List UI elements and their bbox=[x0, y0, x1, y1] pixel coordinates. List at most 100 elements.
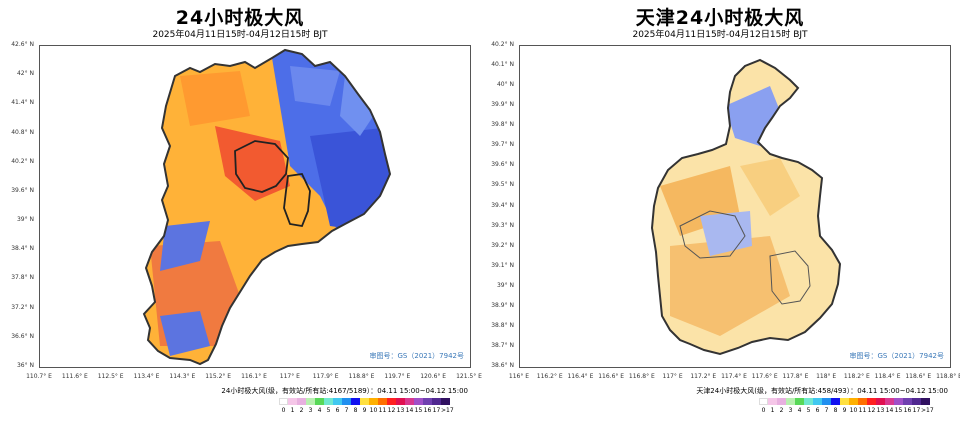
map-title: 天津24小时极大风 bbox=[635, 7, 805, 29]
legend-swatch bbox=[858, 398, 867, 405]
legend-swatch bbox=[786, 398, 795, 405]
longitude-label: 118.8° E bbox=[348, 373, 375, 380]
latitude-label: 40° N bbox=[496, 81, 514, 89]
latitude-label: 36° N bbox=[16, 362, 34, 369]
legend-label: 14 bbox=[405, 407, 414, 414]
legend-label: 9 bbox=[362, 407, 367, 414]
legend-swatch bbox=[921, 398, 930, 405]
panel-tianjin: 天津24小时极大风 2025年04月11日15时-04月12日15时 BJT 4… bbox=[480, 0, 960, 441]
legend-swatch bbox=[351, 398, 360, 405]
legend-swatch bbox=[912, 398, 921, 405]
longitude-label: 110.7° E bbox=[26, 373, 52, 380]
legend-swatch bbox=[813, 398, 822, 405]
legend-swatch bbox=[333, 398, 342, 405]
latitude-label: 39.2° N bbox=[491, 241, 514, 249]
tianjin-boundary bbox=[283, 173, 311, 228]
legend-swatch bbox=[441, 398, 450, 405]
hebei-region-boundary bbox=[142, 48, 392, 366]
latitude-label: 39.7° N bbox=[491, 141, 514, 149]
latitude-label: 40.8° N bbox=[11, 128, 34, 136]
latitude-label: 37.2° N bbox=[11, 303, 34, 311]
color-legend bbox=[279, 398, 450, 405]
legend-swatch bbox=[378, 398, 387, 405]
legend-swatch bbox=[867, 398, 876, 405]
legend-swatch bbox=[369, 398, 378, 405]
legend-label: 16 bbox=[423, 407, 432, 414]
map-frame: 审图号：GS（2021）7942号 bbox=[519, 45, 951, 368]
legend-label: 14 bbox=[885, 407, 894, 414]
legend-swatch bbox=[423, 398, 432, 405]
latitude-label: 40.2° N bbox=[11, 157, 34, 165]
legend-label: 12 bbox=[867, 407, 876, 414]
legend-swatch bbox=[822, 398, 831, 405]
legend-label: 12 bbox=[387, 407, 396, 414]
tianjin-region-boundary bbox=[650, 58, 842, 356]
legend-swatch bbox=[297, 398, 306, 405]
latitude-label: 39.3° N bbox=[491, 221, 514, 229]
legend-label: 1 bbox=[290, 407, 295, 414]
latitude-label: 39° N bbox=[16, 216, 34, 224]
map-canvas bbox=[142, 48, 392, 366]
latitude-label: 39.8° N bbox=[491, 121, 514, 129]
legend-swatch bbox=[849, 398, 858, 405]
approval-number: 审图号：GS（2021）7942号 bbox=[369, 352, 465, 360]
latitude-label: 39° N bbox=[496, 281, 514, 289]
latitude-label: 38.8° N bbox=[491, 321, 514, 329]
legend-swatch bbox=[306, 398, 315, 405]
legend-swatch bbox=[777, 398, 786, 405]
legend-swatch bbox=[279, 398, 288, 405]
latitude-label: 42.6° N bbox=[11, 41, 34, 48]
legend-label: 7 bbox=[824, 407, 829, 414]
latitude-label: 39.6° N bbox=[491, 161, 514, 169]
longitude-label: 116.2° E bbox=[536, 373, 563, 380]
color-legend-labels: 0 1 2 3 4 5 6 7 8 9 10 11 12 13 14 15 16 17 >17 bbox=[759, 407, 934, 414]
legend-label: 8 bbox=[833, 407, 838, 414]
urban-district-boundary bbox=[679, 210, 746, 259]
longitude-label: 121.5° E bbox=[456, 373, 482, 380]
longitude-label: 113.4° E bbox=[133, 373, 160, 380]
legend-label: 3 bbox=[308, 407, 313, 414]
latitude-label: 37.8° N bbox=[11, 274, 34, 282]
latitude-label: 38.7° N bbox=[491, 341, 514, 349]
longitude-label: 120.6° E bbox=[420, 373, 447, 380]
legend-label: 11 bbox=[858, 407, 867, 414]
longitude-label: 117.2° E bbox=[690, 373, 717, 380]
legend-swatch bbox=[288, 398, 297, 405]
legend-swatch bbox=[360, 398, 369, 405]
latitude-label: 42° N bbox=[16, 70, 34, 78]
legend-label: 11 bbox=[378, 407, 387, 414]
latitude-label: 38.9° N bbox=[491, 301, 514, 309]
legend-label: >17 bbox=[441, 407, 454, 414]
legend-swatch bbox=[759, 398, 768, 405]
longitude-label: 118.4° E bbox=[874, 373, 901, 380]
latitude-label: 40.2° N bbox=[491, 41, 514, 48]
legend-label: 0 bbox=[761, 407, 766, 414]
legend-label: 15 bbox=[414, 407, 423, 414]
longitude-label: 116.1° E bbox=[241, 373, 267, 380]
legend-label: 2 bbox=[779, 407, 784, 414]
longitude-label: 111.6° E bbox=[61, 373, 88, 380]
latitude-label: 39.1° N bbox=[491, 261, 514, 269]
legend-swatch bbox=[795, 398, 804, 405]
legend-label: 1 bbox=[770, 407, 775, 414]
legend-swatch bbox=[432, 398, 441, 405]
legend-swatch bbox=[876, 398, 885, 405]
legend-swatch bbox=[804, 398, 813, 405]
longitude-label: 115.2° E bbox=[205, 373, 232, 380]
map-canvas bbox=[650, 58, 842, 356]
longitude-label: 117° E bbox=[279, 373, 300, 380]
legend-title: 天津24小时极大风(级，有效站/所有站:458/493）：04.11 15:00… bbox=[696, 387, 948, 395]
approval-number: 审图号：GS（2021）7942号 bbox=[849, 352, 945, 360]
legend-label: 10 bbox=[849, 407, 858, 414]
latitude-label: 39.4° N bbox=[491, 201, 514, 209]
legend-label: 6 bbox=[815, 407, 820, 414]
color-legend bbox=[759, 398, 930, 405]
longitude-label: 117.4° E bbox=[721, 373, 747, 380]
legend-label: 0 bbox=[281, 407, 286, 414]
legend-swatch bbox=[324, 398, 333, 405]
map-subtitle: 2025年04月11日15时-04月12日15时 BJT bbox=[152, 30, 328, 40]
longitude-label: 118.8° E bbox=[936, 373, 960, 380]
longitude-label: 116° E bbox=[508, 373, 530, 380]
legend-label: 3 bbox=[788, 407, 793, 414]
legend-label: 8 bbox=[353, 407, 358, 414]
